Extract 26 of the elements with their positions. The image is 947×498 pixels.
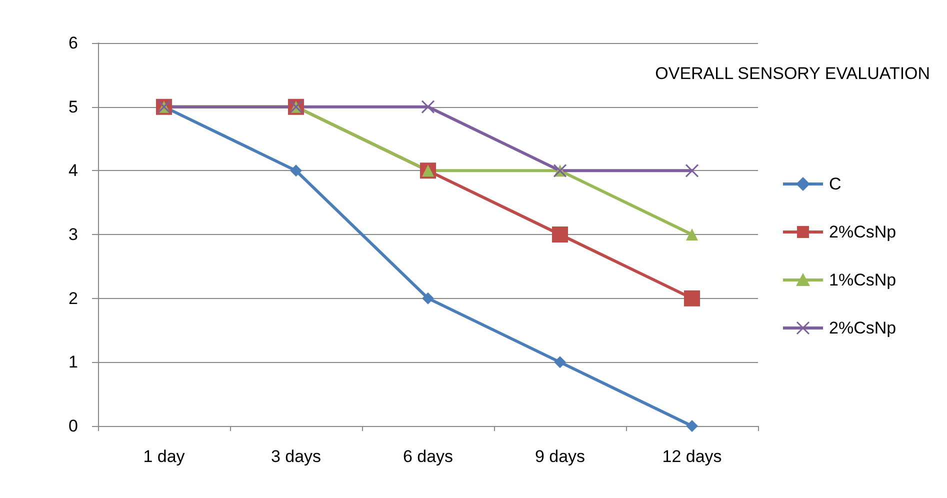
y-tick-label: 4 — [68, 161, 78, 180]
x-tick-label: 1 day — [143, 447, 186, 466]
point — [684, 290, 700, 306]
y-tick-label: 1 — [68, 352, 78, 372]
y-tick-label: 2 — [68, 288, 78, 308]
y-tick-label: 6 — [68, 34, 78, 52]
legend-label: 2%CsNp — [829, 222, 896, 242]
legend-label: 2%CsNp — [829, 318, 896, 338]
legend-label: 1%CsNp — [829, 270, 896, 290]
point — [422, 292, 434, 304]
point — [554, 356, 566, 368]
y-tick-label: 5 — [68, 97, 78, 116]
point — [686, 420, 698, 432]
point — [685, 164, 699, 178]
x-tick-label: 12 days — [662, 447, 722, 466]
legend-label: C — [829, 174, 842, 194]
point — [552, 226, 568, 242]
x-tick-label: 3 days — [270, 447, 322, 466]
text: OVERALL SENSORY EVALUATION — [655, 64, 930, 83]
y-tick-label: 3 — [68, 225, 78, 244]
x-tick-label: 6 days — [402, 447, 454, 466]
point — [421, 100, 435, 114]
x-tick-label: 9 days — [534, 447, 586, 466]
point — [686, 228, 698, 240]
y-tick-label: 0 — [68, 416, 78, 436]
point — [290, 164, 302, 177]
